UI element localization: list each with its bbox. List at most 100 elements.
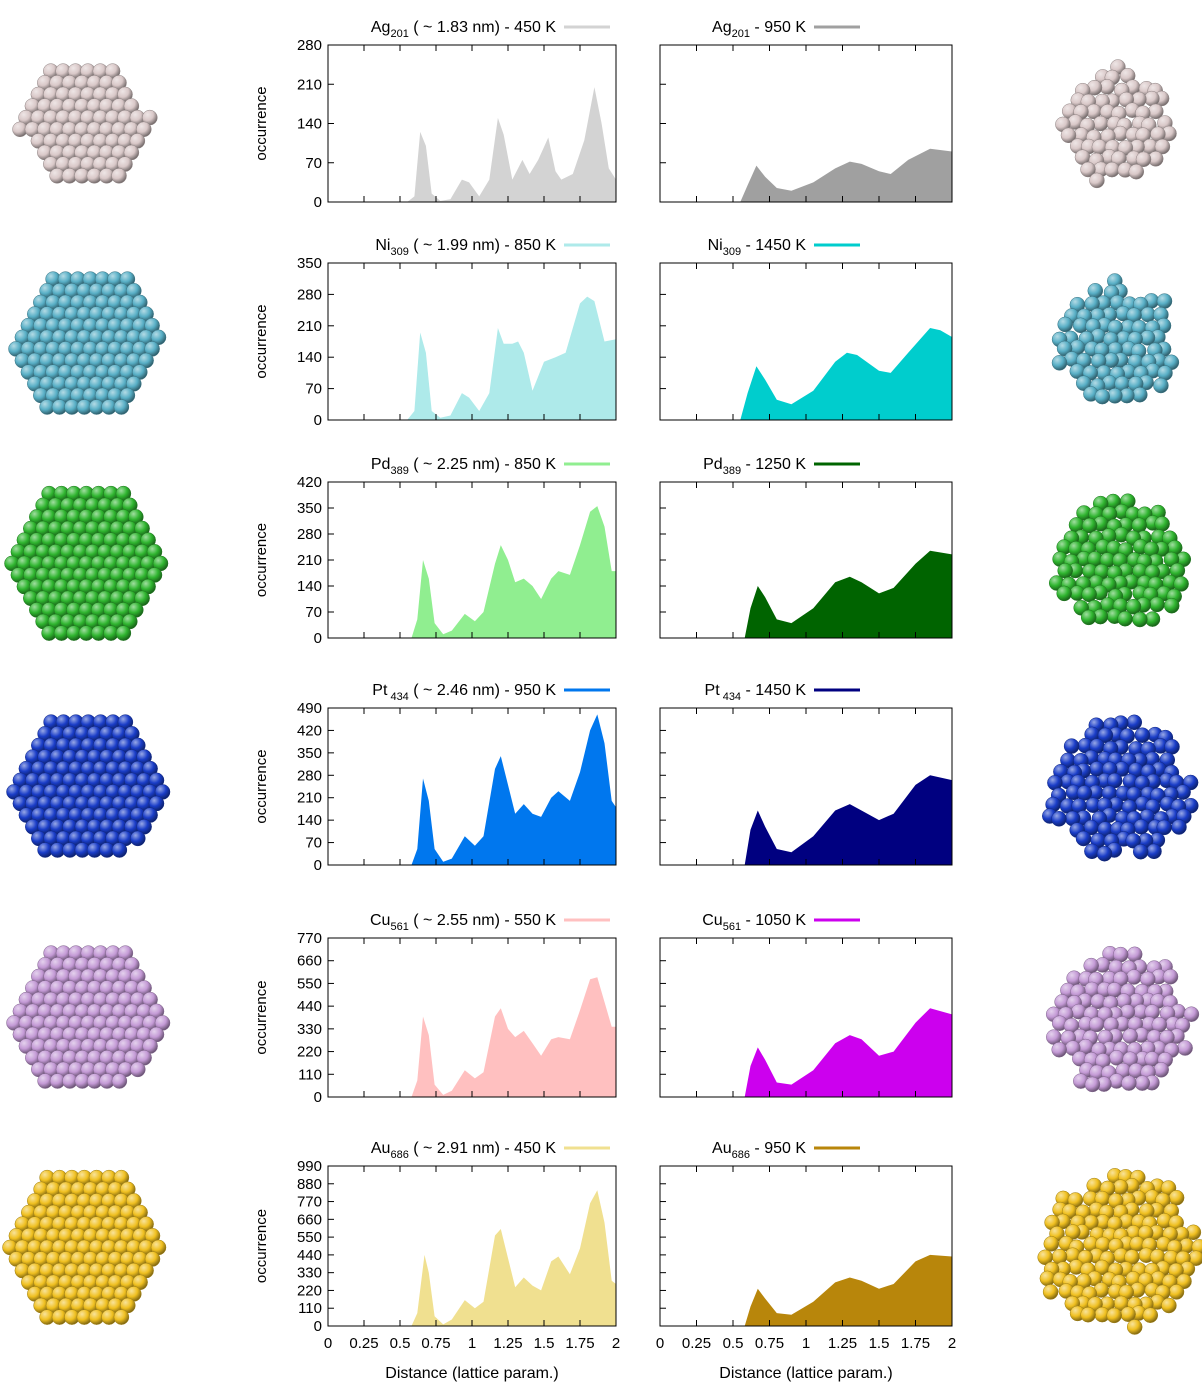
title-element: Ag	[371, 19, 391, 36]
panel-ni-left: 0 70 140 210 280 350 Ni309 ( ~ 1.99 nm) - 850 …	[253, 237, 617, 429]
x-tick-label: 1	[802, 1335, 810, 1352]
y-tick-label: 0	[314, 194, 322, 211]
title-tail: ( ~ 1.99 nm) - 850 K	[409, 237, 557, 254]
rdf-area	[328, 714, 616, 865]
cluster-cu-high-temp	[1045, 945, 1200, 1093]
atom	[1060, 127, 1077, 144]
y-tick-label: 350	[297, 745, 322, 762]
y-tick-label: 770	[297, 1194, 322, 1211]
panel-title: Pd389 - 1250 K	[703, 456, 806, 477]
rdf-area	[328, 506, 616, 638]
title-tail: - 1450 K	[741, 237, 806, 254]
y-tick-label: 280	[297, 286, 322, 303]
title-element: Pt	[705, 682, 721, 699]
atom	[111, 1073, 128, 1089]
x-tick-label: 0.5	[723, 1335, 744, 1352]
atom	[1134, 1075, 1151, 1091]
y-tick-label: 350	[297, 255, 322, 272]
panel-title: Ag201 ( ~ 1.83 nm) - 450 K	[371, 19, 556, 40]
atom	[1081, 586, 1097, 603]
panel-cu-left: 0 110 220 330 440 550 660 770 Cu561 ( ~ 2.55 nm)…	[253, 912, 617, 1106]
rdf-area	[660, 775, 952, 865]
cluster-ni-high-temp	[1051, 273, 1180, 405]
title-element: Pt	[372, 682, 388, 699]
atom	[1043, 1236, 1060, 1252]
y-tick-label: 210	[297, 552, 322, 569]
y-axis-label: occurrence	[253, 523, 270, 597]
y-tick-label: 0	[314, 1318, 322, 1335]
atom	[1112, 1179, 1129, 1195]
panel-ni-right: Ni309 - 1450 K	[659, 237, 953, 421]
atom	[1057, 562, 1073, 579]
y-axis-label: occurrence	[253, 749, 270, 823]
atom	[1128, 163, 1145, 180]
rdf-area	[328, 296, 616, 420]
title-tail: - 1050 K	[741, 912, 806, 929]
title-element: Au	[712, 1140, 732, 1157]
atom	[1156, 819, 1172, 836]
panel-ag-left: 0 70 140 210 280 Ag201 ( ~ 1.83 nm) - 450 K oc…	[253, 19, 617, 211]
atom	[1164, 739, 1180, 755]
atom	[1122, 1028, 1138, 1044]
cluster-images	[2, 59, 1202, 1335]
cluster-pd-high-temp	[1048, 493, 1192, 628]
title-tail: ( ~ 1.83 nm) - 450 K	[409, 19, 557, 36]
cluster-pt-high-temp	[1042, 714, 1199, 862]
atom	[1080, 161, 1096, 178]
atom	[1153, 377, 1169, 394]
atom	[1126, 1319, 1143, 1335]
y-tick-label: 440	[297, 998, 322, 1015]
atom	[1153, 1062, 1169, 1078]
title-element: Pd	[371, 456, 391, 473]
x-tick-label: 1.25	[493, 1335, 522, 1352]
title-subscript: 561	[390, 921, 408, 933]
title-tail: - 1450 K	[741, 682, 806, 699]
atom	[1149, 596, 1165, 613]
atom	[1173, 576, 1189, 592]
atom	[1126, 969, 1142, 985]
panel-title: Ni309 ( ~ 1.99 nm) - 850 K	[375, 237, 556, 258]
title-subscript: 434	[720, 691, 741, 703]
atom	[1089, 172, 1105, 189]
y-tick-label: 280	[297, 37, 322, 54]
title-element: Cu	[702, 912, 722, 929]
atom	[1132, 843, 1149, 860]
rdf-area	[660, 1008, 952, 1097]
x-tick-label: 0	[324, 1335, 332, 1352]
y-tick-label: 70	[305, 381, 322, 398]
panel-pt-left: 0 70 140 210 280 350 420 490 Pt 434 ( ~ 2.46 nm)…	[253, 682, 617, 874]
title-element: Pd	[703, 456, 723, 473]
y-tick-label: 0	[314, 630, 322, 647]
atom	[1083, 957, 1099, 974]
panel-ag-right: Ag201 - 950 K	[659, 19, 953, 203]
atom	[1146, 843, 1162, 860]
y-tick-label: 550	[297, 975, 322, 992]
rdf-area	[328, 977, 616, 1097]
title-tail: - 950 K	[750, 1140, 806, 1157]
y-tick-label: 880	[297, 1176, 322, 1193]
title-subscript: 389	[723, 465, 741, 477]
atom	[1125, 598, 1142, 615]
atom	[1051, 811, 1067, 827]
atom	[1121, 1075, 1137, 1091]
title-subscript: 561	[723, 921, 741, 933]
title-tail: - 950 K	[750, 19, 806, 36]
atom	[1075, 830, 1092, 847]
y-tick-label: 420	[297, 474, 322, 491]
atom	[1154, 138, 1171, 155]
atom	[1076, 785, 1093, 801]
atom	[1094, 388, 1111, 405]
title-subscript: 201	[732, 28, 750, 40]
rdf-area	[328, 1190, 616, 1326]
atom	[113, 1309, 130, 1325]
x-tick-label: 2	[948, 1335, 956, 1352]
atom	[1126, 714, 1143, 731]
title-tail: ( ~ 2.25 nm) - 850 K	[409, 456, 557, 473]
atom	[1177, 1040, 1193, 1056]
atom	[130, 830, 146, 847]
panel-pd-left: 0 70 140 210 280 350 420 Pd389 ( ~ 2.25 nm) - 8…	[253, 456, 617, 647]
atom	[1183, 1006, 1200, 1022]
y-tick-label: 420	[297, 722, 322, 739]
